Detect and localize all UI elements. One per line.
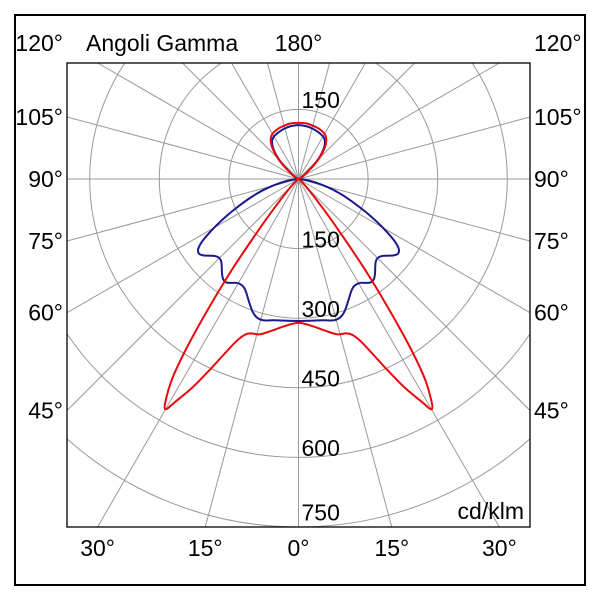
svg-text:150: 150 xyxy=(302,87,340,113)
svg-text:600: 600 xyxy=(302,435,340,461)
svg-text:30°: 30° xyxy=(80,535,115,561)
svg-text:750: 750 xyxy=(302,500,340,526)
svg-text:cd/klm: cd/klm xyxy=(458,498,524,524)
svg-text:105°: 105° xyxy=(534,104,582,130)
svg-text:60°: 60° xyxy=(28,300,63,326)
svg-text:75°: 75° xyxy=(534,228,569,254)
svg-text:180°: 180° xyxy=(275,30,323,56)
svg-text:75°: 75° xyxy=(28,228,63,254)
svg-text:Angoli Gamma: Angoli Gamma xyxy=(86,30,238,56)
svg-text:120°: 120° xyxy=(15,30,63,56)
svg-text:30°: 30° xyxy=(482,535,517,561)
svg-text:90°: 90° xyxy=(534,166,569,192)
svg-text:300: 300 xyxy=(302,296,340,322)
svg-text:15°: 15° xyxy=(374,535,409,561)
svg-text:120°: 120° xyxy=(534,30,582,56)
svg-text:105°: 105° xyxy=(15,104,63,130)
svg-text:450: 450 xyxy=(302,366,340,392)
svg-text:90°: 90° xyxy=(28,166,63,192)
svg-text:45°: 45° xyxy=(28,398,63,424)
svg-text:45°: 45° xyxy=(534,398,569,424)
svg-text:0°: 0° xyxy=(288,535,310,561)
svg-text:150: 150 xyxy=(302,226,340,252)
svg-text:15°: 15° xyxy=(188,535,223,561)
svg-text:60°: 60° xyxy=(534,300,569,326)
